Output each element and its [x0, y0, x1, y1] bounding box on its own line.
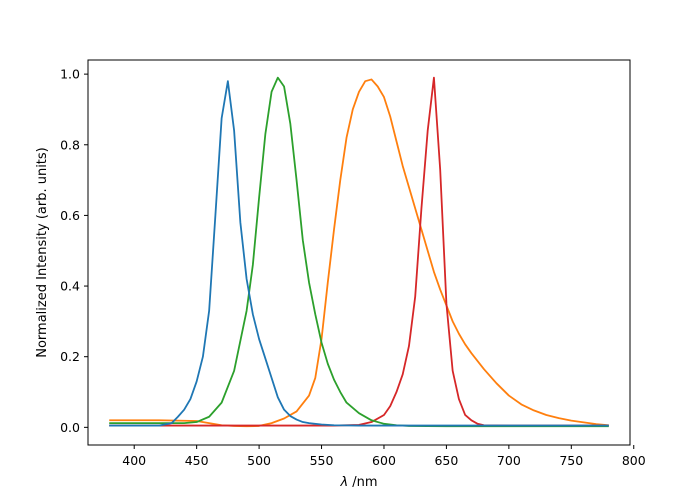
- x-tick-label: 500: [247, 453, 271, 468]
- series-line-1: [109, 78, 609, 428]
- x-axis-label: λ /nm: [339, 475, 377, 490]
- plot-lines: [109, 76, 609, 428]
- y-tick-label: 0.2: [60, 349, 80, 364]
- y-tick-label: 0.0: [60, 420, 80, 435]
- x-tick-label: 800: [622, 453, 646, 468]
- x-tick-label: 750: [559, 453, 583, 468]
- y-tick-label: 0.6: [60, 208, 80, 223]
- x-tick-label: 450: [185, 453, 209, 468]
- x-axis-label-symbol: λ: [339, 475, 348, 490]
- series-line-4: [109, 80, 609, 427]
- y-axis-label: Normalized Intensity (arb. units): [35, 147, 50, 358]
- series-line-3: [109, 76, 609, 428]
- y-tick-label: 0.8: [60, 137, 80, 152]
- x-tick-label: 550: [310, 453, 334, 468]
- x-tick-label: 600: [372, 453, 396, 468]
- y-tick-label: 1.0: [60, 67, 80, 82]
- x-tick-label: 700: [497, 453, 521, 468]
- y-axis: 0.0 0.2 0.4 0.6 0.8 1.0: [60, 67, 88, 435]
- plot-area-frame: [87, 59, 631, 446]
- x-axis-label-unit: /nm: [348, 475, 377, 490]
- x-axis: 400 450 500 550 600 650 700 750 800: [122, 445, 646, 468]
- y-tick-label: 0.4: [60, 279, 80, 294]
- x-tick-label: 650: [434, 453, 458, 468]
- series-line-2: [109, 76, 609, 427]
- x-tick-label: 400: [122, 453, 146, 468]
